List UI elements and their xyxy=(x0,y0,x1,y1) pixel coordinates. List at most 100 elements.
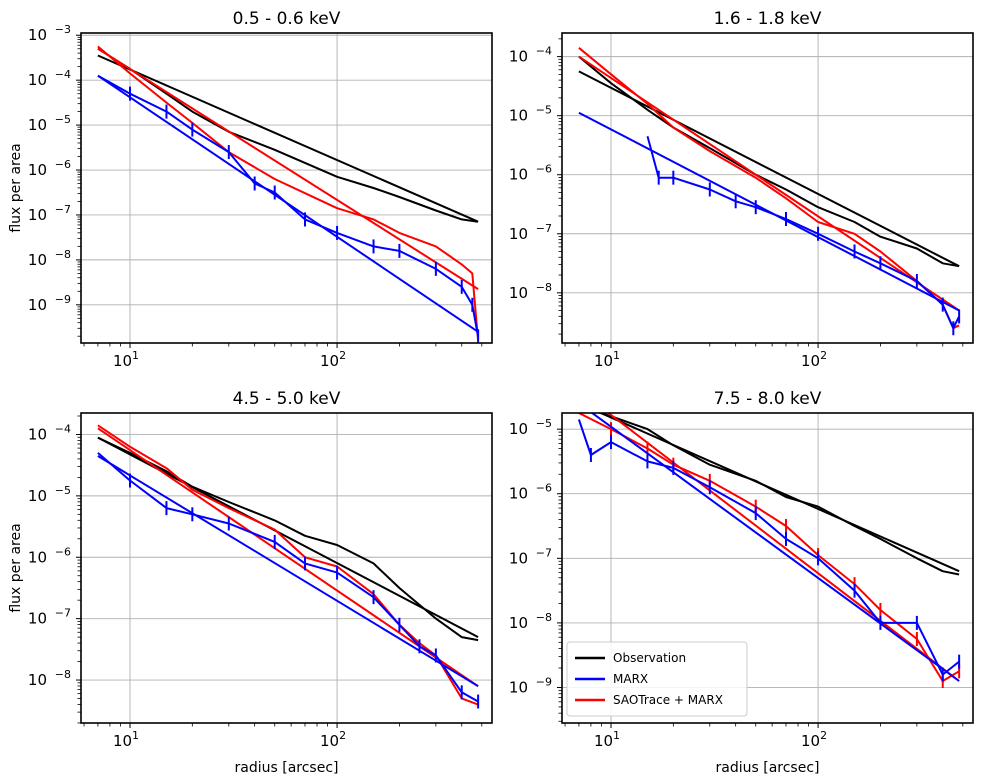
panel-title: 0.5 - 0.6 keV xyxy=(233,9,341,29)
y-tick-label: 10 −6 xyxy=(28,158,71,179)
series-saotrace-marx-fit xyxy=(97,427,479,688)
y-tick-exponent: −7 xyxy=(55,607,71,620)
y-tick-label: 10 −5 xyxy=(28,484,71,505)
y-tick-base: 10 xyxy=(509,284,528,302)
y-tick-base: 10 xyxy=(28,206,47,224)
y-tick-exponent: −4 xyxy=(55,68,71,81)
x-axis-label: radius [arcsec] xyxy=(716,760,820,776)
series-observation xyxy=(97,47,479,223)
x-tick-exponent: 2 xyxy=(820,729,827,742)
series-group xyxy=(578,47,961,336)
y-tick-label: 10 −7 xyxy=(509,222,552,243)
y-tick-label: 10 −4 xyxy=(509,45,552,66)
y-tick-label: 10 −5 xyxy=(509,417,552,438)
panel-title: 1.6 - 1.8 keV xyxy=(714,9,822,29)
x-tick-exponent: 1 xyxy=(613,349,620,362)
panel-title: 7.5 - 8.0 keV xyxy=(714,389,822,409)
x-tick-exponent: 1 xyxy=(613,729,620,742)
y-tick-base: 10 xyxy=(509,420,528,438)
plot-frame xyxy=(561,412,974,724)
y-tick-exponent: −7 xyxy=(55,203,71,216)
series-observation xyxy=(97,436,479,642)
y-tick-exponent: −5 xyxy=(55,113,71,126)
x-tick-exponent: 2 xyxy=(339,729,346,742)
x-tick-label: 102 xyxy=(320,729,346,750)
x-tick-base: 10 xyxy=(320,732,339,750)
x-tick-label: 102 xyxy=(320,349,346,370)
series-marx-fit xyxy=(97,74,479,333)
x-tick-base: 10 xyxy=(113,732,132,750)
legend: Observation MARX SAOTrace + MARX xyxy=(566,641,748,717)
y-tick-label: 10 −3 xyxy=(28,23,71,44)
y-tick-base: 10 xyxy=(28,425,47,443)
x-tick-label: 102 xyxy=(801,349,827,370)
series-marx xyxy=(577,419,960,676)
y-tick-exponent: −6 xyxy=(55,545,71,558)
series-marx-fit xyxy=(590,413,960,682)
plot-frame xyxy=(80,412,493,724)
y-tick-exponent: −9 xyxy=(55,293,71,306)
series-group xyxy=(97,45,480,343)
x-tick-exponent: 1 xyxy=(132,729,139,742)
y-tick-exponent: −9 xyxy=(536,675,552,688)
x-tick-exponent: 2 xyxy=(820,349,827,362)
series-observation xyxy=(578,55,960,268)
y-tick-exponent: −4 xyxy=(55,422,71,435)
series-saotrace-marx-fit xyxy=(578,55,960,312)
y-axis-label: flux per area xyxy=(8,143,24,232)
y-tick-base: 10 xyxy=(509,166,528,184)
x-axis-label: radius [arcsec] xyxy=(235,760,339,776)
series-observation-fit xyxy=(578,70,960,268)
y-tick-label: 10 −9 xyxy=(509,675,552,696)
y-tick-base: 10 xyxy=(28,161,47,179)
series-group xyxy=(97,424,480,709)
x-tick-base: 10 xyxy=(801,352,820,370)
x-tick-base: 10 xyxy=(594,732,613,750)
y-tick-base: 10 xyxy=(28,548,47,566)
y-tick-label: 10 −7 xyxy=(509,546,552,567)
x-tick-base: 10 xyxy=(320,352,339,370)
y-tick-base: 10 xyxy=(28,71,47,89)
legend-label-marx: MARX xyxy=(613,672,648,686)
y-tick-exponent: −4 xyxy=(536,45,552,58)
series-observation xyxy=(596,413,960,576)
x-tick-label: 101 xyxy=(594,349,620,370)
series-saotrace-marx xyxy=(578,47,960,330)
x-tick-label: 102 xyxy=(801,729,827,750)
y-tick-base: 10 xyxy=(28,610,47,628)
y-tick-label: 10 −4 xyxy=(28,422,71,443)
series-marx-fit xyxy=(97,455,479,688)
y-tick-label: 10 −8 xyxy=(28,668,71,689)
y-tick-base: 10 xyxy=(509,485,528,503)
series-group xyxy=(577,413,961,689)
y-tick-base: 10 xyxy=(509,225,528,243)
series-observation-fit xyxy=(598,413,960,573)
legend-label-saotrace-marx: SAOTrace + MARX xyxy=(613,693,723,707)
y-tick-label: 10 −5 xyxy=(28,113,71,134)
y-tick-exponent: −5 xyxy=(55,484,71,497)
y-tick-label: 10 −8 xyxy=(28,248,71,269)
x-tick-base: 10 xyxy=(594,352,613,370)
y-tick-exponent: −5 xyxy=(536,104,552,117)
y-tick-base: 10 xyxy=(28,116,47,134)
plot-frame xyxy=(561,32,974,344)
y-tick-exponent: −5 xyxy=(536,417,552,430)
y-tick-base: 10 xyxy=(28,487,47,505)
y-tick-base: 10 xyxy=(509,614,528,632)
legend-label-observation: Observation xyxy=(613,651,686,665)
series-saotrace-marx-fit xyxy=(97,47,479,290)
x-tick-base: 10 xyxy=(113,352,132,370)
y-tick-exponent: −8 xyxy=(536,611,552,624)
y-tick-base: 10 xyxy=(509,549,528,567)
series-marx-fit xyxy=(578,111,960,312)
y-tick-exponent: −6 xyxy=(536,163,552,176)
y-tick-base: 10 xyxy=(28,671,47,689)
y-tick-exponent: −7 xyxy=(536,546,552,559)
x-tick-exponent: 1 xyxy=(132,349,139,362)
y-tick-exponent: −7 xyxy=(536,222,552,235)
y-tick-label: 10 −8 xyxy=(509,611,552,632)
